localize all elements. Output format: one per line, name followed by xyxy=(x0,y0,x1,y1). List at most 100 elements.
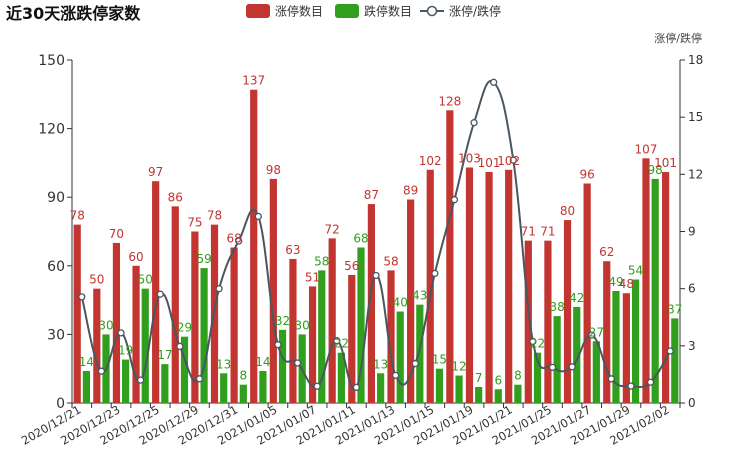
bar-up-30[interactable] xyxy=(661,172,670,403)
bar-down-29[interactable] xyxy=(651,178,659,403)
bar-down-15[interactable] xyxy=(377,373,385,403)
bar-down-26[interactable] xyxy=(592,341,600,403)
bar-up-5[interactable] xyxy=(171,206,179,403)
bar-down-22[interactable] xyxy=(514,384,522,403)
ratio-point-10[interactable] xyxy=(274,341,282,349)
legend: 涨停数目 跌停数目 涨停/跌停 xyxy=(246,4,501,19)
bar-up-3[interactable] xyxy=(132,265,140,403)
bar-down-19[interactable] xyxy=(455,375,463,403)
bar-up-12[interactable] xyxy=(308,286,317,403)
legend-swatch-1[interactable] xyxy=(335,4,359,18)
ratio-point-11[interactable] xyxy=(293,359,302,367)
ratio-point-18[interactable] xyxy=(431,269,439,278)
ratio-point-22[interactable] xyxy=(509,156,517,164)
ratio-point-23[interactable] xyxy=(529,337,537,346)
ratio-point-17[interactable] xyxy=(411,359,419,368)
ratio-point-24[interactable] xyxy=(548,363,557,372)
bar-down-14[interactable] xyxy=(357,247,365,403)
label-down-10: 32 xyxy=(275,314,290,328)
ratio-point-5[interactable] xyxy=(176,342,184,351)
bar-down-12[interactable] xyxy=(318,270,326,403)
ratio-point-29[interactable] xyxy=(646,378,655,386)
bar-down-3[interactable] xyxy=(141,288,149,403)
bar-up-19[interactable] xyxy=(446,110,454,403)
bar-up-15[interactable] xyxy=(367,204,375,403)
bar-up-11[interactable] xyxy=(289,258,297,403)
label-down-18: 15 xyxy=(432,353,447,367)
bar-down-18[interactable] xyxy=(435,368,444,403)
bar-down-24[interactable] xyxy=(553,316,561,403)
bar-down-4[interactable] xyxy=(161,364,169,403)
bar-up-25[interactable] xyxy=(563,220,572,403)
ratio-point-7[interactable] xyxy=(215,285,223,293)
ratio-point-27[interactable] xyxy=(607,375,616,383)
ratio-point-30[interactable] xyxy=(666,347,674,355)
ratio-point-4[interactable] xyxy=(156,290,164,298)
bar-up-29[interactable] xyxy=(642,158,650,403)
bar-down-7[interactable] xyxy=(220,373,228,403)
bar-up-13[interactable] xyxy=(328,238,336,403)
bar-up-28[interactable] xyxy=(622,293,630,403)
ratio-point-26[interactable] xyxy=(588,331,596,339)
label-down-8: 8 xyxy=(239,369,247,383)
ratio-point-28[interactable] xyxy=(627,382,635,390)
bar-up-16[interactable] xyxy=(387,270,395,403)
ratio-point-3[interactable] xyxy=(136,376,145,384)
bar-down-30[interactable] xyxy=(671,318,679,403)
bar-up-4[interactable] xyxy=(152,181,160,403)
bar-up-1[interactable] xyxy=(93,288,101,403)
bar-up-9[interactable] xyxy=(250,89,258,403)
legend-swatch-0[interactable] xyxy=(246,4,270,18)
ratio-point-9[interactable] xyxy=(254,212,262,221)
bar-down-8[interactable] xyxy=(239,384,247,403)
bar-up-22[interactable] xyxy=(505,169,513,403)
ratio-point-13[interactable] xyxy=(333,337,341,345)
ratio-line[interactable] xyxy=(80,79,672,391)
bar-up-8[interactable] xyxy=(230,247,238,403)
bar-up-18[interactable] xyxy=(426,169,434,403)
bar-down-5[interactable] xyxy=(180,336,189,403)
ratio-point-8[interactable] xyxy=(235,237,243,245)
ratio-point-15[interactable] xyxy=(372,271,380,280)
bar-up-24[interactable] xyxy=(544,240,552,403)
bar-up-14[interactable] xyxy=(348,274,356,403)
bar-down-23[interactable] xyxy=(533,352,542,403)
bar-down-6[interactable] xyxy=(200,268,208,403)
label-up-14: 56 xyxy=(344,259,359,273)
right-tick-label-5: 15 xyxy=(688,110,703,124)
bar-up-27[interactable] xyxy=(603,261,611,403)
bar-down-10[interactable] xyxy=(278,329,287,403)
bar-down-0[interactable] xyxy=(82,370,91,403)
bar-up-21[interactable] xyxy=(485,172,493,403)
bar-down-13[interactable] xyxy=(337,352,345,403)
ratio-point-16[interactable] xyxy=(391,371,400,380)
ratio-point-2[interactable] xyxy=(117,329,125,337)
ratio-point-21[interactable] xyxy=(490,78,498,86)
ratio-point-1[interactable] xyxy=(97,367,106,375)
bar-up-20[interactable] xyxy=(465,167,474,403)
ratio-point-19[interactable] xyxy=(450,196,459,204)
ratio-point-20[interactable] xyxy=(470,119,478,127)
bar-down-9[interactable] xyxy=(259,370,267,403)
ratio-point-25[interactable] xyxy=(568,363,576,371)
bar-down-21[interactable] xyxy=(494,389,502,403)
ratio-point-6[interactable] xyxy=(195,375,204,383)
bar-down-17[interactable] xyxy=(416,304,424,403)
bar-up-23[interactable] xyxy=(524,240,532,403)
bar-up-6[interactable] xyxy=(191,231,199,404)
bar-up-2[interactable] xyxy=(112,242,121,403)
bar-down-2[interactable] xyxy=(122,359,130,403)
legend-label-0: 涨停数目 xyxy=(275,4,323,19)
bar-down-28[interactable] xyxy=(631,279,640,403)
bar-down-20[interactable] xyxy=(475,386,483,403)
bar-up-10[interactable] xyxy=(269,178,277,403)
ratio-point-12[interactable] xyxy=(313,382,321,390)
bar-up-17[interactable] xyxy=(407,199,415,403)
bar-down-25[interactable] xyxy=(573,306,581,403)
ratio-point-0[interactable] xyxy=(78,293,86,301)
bar-down-16[interactable] xyxy=(396,311,404,403)
bar-down-27[interactable] xyxy=(612,290,620,403)
ratio-point-14[interactable] xyxy=(352,383,361,392)
bar-up-26[interactable] xyxy=(583,183,591,403)
bar-up-0[interactable] xyxy=(73,224,81,403)
